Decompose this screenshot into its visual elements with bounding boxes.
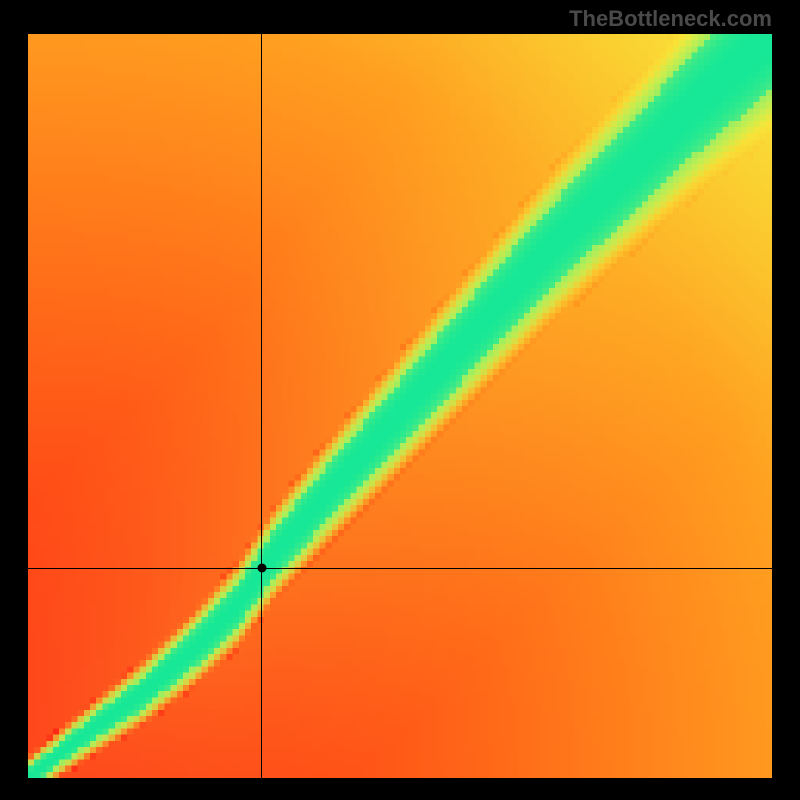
- crosshair-vertical: [261, 34, 262, 778]
- crosshair-marker: [257, 564, 266, 573]
- chart-container: TheBottleneck.com: [0, 0, 800, 800]
- watermark-text: TheBottleneck.com: [569, 6, 772, 32]
- crosshair-horizontal: [28, 568, 772, 569]
- heatmap-plot: [28, 34, 772, 778]
- heatmap-canvas: [28, 34, 772, 778]
